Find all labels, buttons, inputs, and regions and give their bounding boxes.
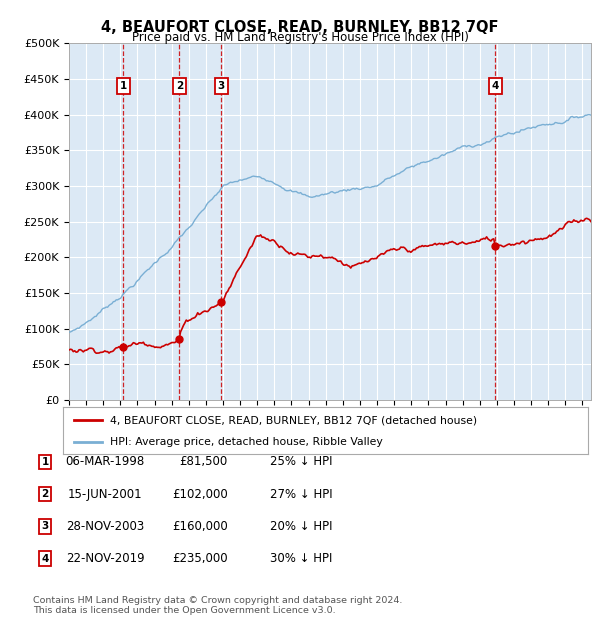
Text: 4: 4: [41, 554, 49, 564]
Text: £160,000: £160,000: [172, 520, 228, 533]
Text: Price paid vs. HM Land Registry's House Price Index (HPI): Price paid vs. HM Land Registry's House …: [131, 31, 469, 44]
Text: 27% ↓ HPI: 27% ↓ HPI: [270, 488, 332, 500]
Text: £81,500: £81,500: [180, 456, 228, 468]
Text: 25% ↓ HPI: 25% ↓ HPI: [270, 456, 332, 468]
Text: 2: 2: [41, 489, 49, 499]
Text: 4, BEAUFORT CLOSE, READ, BURNLEY, BB12 7QF: 4, BEAUFORT CLOSE, READ, BURNLEY, BB12 7…: [101, 20, 499, 35]
Text: £102,000: £102,000: [172, 488, 228, 500]
Text: 3: 3: [218, 81, 225, 91]
Text: 15-JUN-2001: 15-JUN-2001: [68, 488, 142, 500]
Text: 4: 4: [491, 81, 499, 91]
Text: 1: 1: [41, 457, 49, 467]
Text: 3: 3: [41, 521, 49, 531]
Text: 2: 2: [176, 81, 183, 91]
Text: 06-MAR-1998: 06-MAR-1998: [65, 456, 145, 468]
Text: 30% ↓ HPI: 30% ↓ HPI: [270, 552, 332, 565]
Text: 20% ↓ HPI: 20% ↓ HPI: [270, 520, 332, 533]
Text: £235,000: £235,000: [172, 552, 228, 565]
Text: Contains HM Land Registry data © Crown copyright and database right 2024.
This d: Contains HM Land Registry data © Crown c…: [33, 596, 403, 615]
Text: HPI: Average price, detached house, Ribble Valley: HPI: Average price, detached house, Ribb…: [110, 437, 383, 447]
Text: 22-NOV-2019: 22-NOV-2019: [65, 552, 145, 565]
Text: 28-NOV-2003: 28-NOV-2003: [66, 520, 144, 533]
Text: 4, BEAUFORT CLOSE, READ, BURNLEY, BB12 7QF (detached house): 4, BEAUFORT CLOSE, READ, BURNLEY, BB12 7…: [110, 415, 478, 425]
Text: 1: 1: [119, 81, 127, 91]
